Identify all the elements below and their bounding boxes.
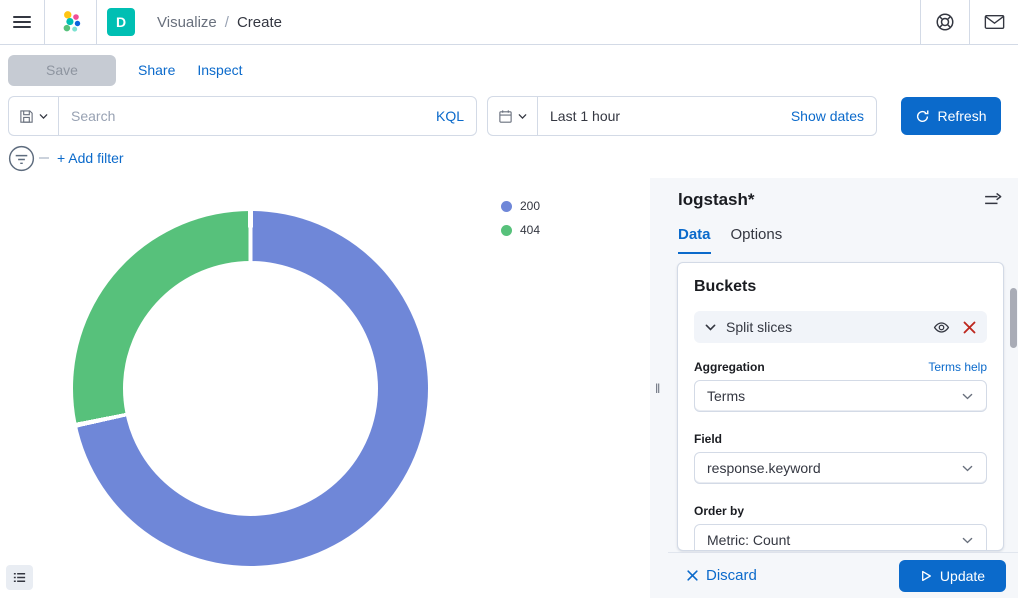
- panel-header: logstash*: [678, 190, 1002, 210]
- query-language-switcher[interactable]: KQL: [435, 108, 464, 124]
- envelope-icon: [984, 15, 1004, 29]
- add-filter-button[interactable]: + Add filter: [57, 150, 124, 166]
- legend-item-404[interactable]: 404: [501, 218, 540, 242]
- chart-legend: 200 404: [501, 194, 540, 242]
- resizer-handle-icon: ‖: [655, 381, 662, 396]
- collapse-panel-button[interactable]: [984, 192, 1002, 208]
- refresh-button[interactable]: Refresh: [901, 97, 1001, 135]
- refresh-icon: [917, 110, 929, 122]
- breadcrumb-separator: /: [224, 13, 229, 31]
- header-divider: [44, 0, 45, 44]
- time-range-display[interactable]: Last 1 hour Show dates: [537, 96, 877, 136]
- panel-scrollbar[interactable]: [1010, 288, 1017, 348]
- split-slices-label: Split slices: [726, 319, 793, 335]
- chevron-down-icon: [518, 113, 526, 119]
- field-label-row: Field: [694, 432, 987, 446]
- chevron-down-icon: [961, 462, 974, 475]
- date-quick-select-button[interactable]: [487, 96, 537, 136]
- action-bar: Save Share Inspect: [0, 46, 1018, 94]
- date-picker-group: Last 1 hour Show dates: [487, 96, 877, 136]
- close-icon: [963, 321, 976, 333]
- legend-item-200[interactable]: 200: [501, 194, 540, 218]
- update-button[interactable]: Update: [899, 559, 1006, 592]
- chart-area: 200 404: [0, 178, 650, 598]
- chevron-down-icon: [961, 390, 974, 403]
- order-by-select[interactable]: Metric: Count: [694, 524, 987, 550]
- elastic-logo[interactable]: [45, 0, 96, 44]
- order-by-label: Order by: [694, 504, 745, 518]
- time-range-value: Last 1 hour: [550, 108, 621, 124]
- share-button[interactable]: Share: [138, 62, 176, 78]
- legend-swatch-200: [501, 200, 512, 212]
- help-icon: [936, 13, 954, 31]
- saved-query-button[interactable]: [8, 96, 58, 136]
- save-button[interactable]: Save: [8, 54, 116, 86]
- search-box: KQL: [58, 96, 477, 136]
- tab-data[interactable]: Data: [678, 226, 711, 254]
- newsfeed-button[interactable]: [970, 0, 1018, 44]
- breadcrumb-visualize[interactable]: Visualize: [157, 13, 217, 31]
- chevron-down-icon: [705, 324, 716, 331]
- chevron-down-icon: [39, 113, 47, 119]
- discard-button[interactable]: Discard: [686, 567, 757, 584]
- split-slices-row[interactable]: Split slices: [694, 311, 987, 343]
- menu-button[interactable]: [0, 0, 44, 44]
- order-by-label-row: Order by: [694, 504, 987, 518]
- search-group: KQL: [8, 96, 477, 136]
- calendar-icon: [498, 109, 512, 123]
- header-divider: [96, 0, 97, 44]
- filter-icon[interactable]: [8, 145, 35, 172]
- panel-footer: Discard Update: [668, 553, 1018, 598]
- main-content: 200 404 ‖ logstash*: [0, 178, 1018, 598]
- legend-swatch-404: [501, 224, 512, 236]
- tab-options[interactable]: Options: [731, 226, 783, 254]
- visualization-editor-panel: logstash* Data Options Buckets Split s: [668, 178, 1018, 598]
- breadcrumb: Visualize / Create: [157, 0, 282, 44]
- breadcrumb-create: Create: [236, 13, 282, 31]
- elastic-logo-icon: [63, 11, 80, 32]
- filter-bar: + Add filter: [0, 138, 1018, 178]
- filter-dash: [39, 157, 49, 159]
- legend-toggle-button[interactable]: [6, 565, 33, 590]
- list-icon: [13, 573, 26, 582]
- show-dates-button[interactable]: Show dates: [790, 108, 864, 124]
- aggregation-label: Aggregation: [694, 360, 765, 374]
- header-divider: [920, 0, 921, 44]
- close-icon: [687, 570, 698, 581]
- save-query-icon: [19, 109, 33, 123]
- header-divider: [969, 0, 970, 44]
- field-label: Field: [694, 432, 723, 446]
- search-input[interactable]: [59, 108, 436, 124]
- eye-icon: [933, 321, 950, 333]
- inspect-button[interactable]: Inspect: [197, 62, 243, 78]
- play-icon: [921, 570, 931, 581]
- buckets-card: Buckets Split slices: [677, 262, 1004, 551]
- remove-bucket-button[interactable]: [962, 320, 977, 335]
- menu-right-icon: [985, 192, 1002, 205]
- help-button[interactable]: [921, 0, 969, 44]
- field-select[interactable]: response.keyword: [694, 452, 987, 484]
- toggle-visibility-button[interactable]: [933, 319, 950, 336]
- top-header: D Visualize / Create: [0, 0, 1018, 45]
- donut-hole: [123, 261, 378, 516]
- terms-help-link[interactable]: Terms help: [928, 360, 987, 374]
- buckets-heading: Buckets: [694, 278, 757, 295]
- query-bar: KQL Last 1 hour Show dates Refresh: [0, 94, 1018, 138]
- space-avatar[interactable]: D: [107, 8, 135, 36]
- hamburger-icon: [13, 13, 31, 31]
- editor-tabs: Data Options: [678, 226, 1002, 254]
- panel-resizer[interactable]: ‖: [650, 178, 668, 598]
- index-pattern-title: logstash*: [678, 190, 755, 209]
- chevron-down-icon: [961, 534, 974, 547]
- aggregation-label-row: Aggregation Terms help: [694, 360, 987, 374]
- aggregation-select[interactable]: Terms: [694, 380, 987, 412]
